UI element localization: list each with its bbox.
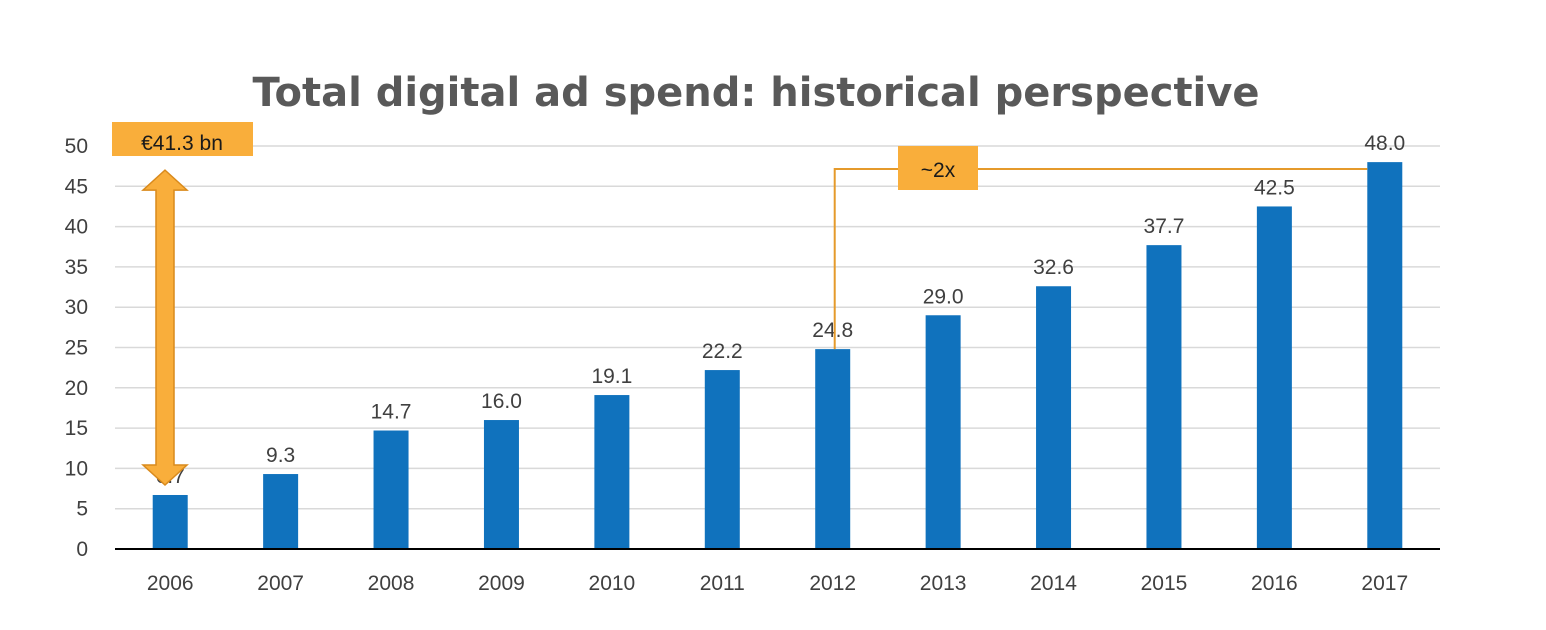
x-tick-label: 2012: [809, 572, 856, 595]
y-tick-label: 15: [65, 417, 88, 440]
chart-title: Total digital ad spend: historical persp…: [253, 70, 1260, 116]
y-tick-label: 40: [65, 216, 88, 239]
x-tick-label: 2017: [1361, 572, 1408, 595]
bar: [594, 395, 630, 549]
x-tick-label: 2010: [589, 572, 636, 595]
annotations: ~2x €41.3 bn: [112, 122, 1368, 487]
bar: [263, 474, 299, 549]
bar: [483, 420, 519, 549]
x-tick-label: 2013: [920, 572, 967, 595]
growth-label: ~2x: [921, 159, 956, 182]
y-tick-label: 25: [65, 337, 88, 360]
x-tick-label: 2006: [147, 572, 194, 595]
difference-label: €41.3 bn: [141, 132, 223, 155]
y-tick-label: 20: [65, 377, 88, 400]
x-tick-label: 2015: [1141, 572, 1188, 595]
data-label: 32.6: [1033, 256, 1074, 279]
bar: [1367, 162, 1403, 549]
data-label: 24.8: [812, 319, 853, 342]
data-label: 14.7: [371, 401, 412, 424]
growth-label-box: [898, 146, 978, 190]
bar: [152, 494, 188, 549]
bar: [373, 430, 409, 549]
double-arrow-icon: [141, 169, 189, 487]
data-label: 9.3: [266, 444, 295, 467]
y-axis-ticks: 0 5 10 15 20 25 30 35 40 45 50: [65, 135, 88, 561]
data-label: 42.5: [1254, 176, 1295, 199]
y-tick-label: 30: [65, 296, 88, 319]
data-labels: 6.79.314.716.019.122.224.829.032.637.742…: [156, 132, 1406, 488]
data-label: 37.7: [1144, 215, 1185, 238]
x-tick-label: 2008: [368, 572, 415, 595]
bar: [815, 349, 851, 549]
y-tick-label: 0: [76, 538, 88, 561]
bar: [1146, 245, 1182, 549]
data-label: 48.0: [1364, 132, 1405, 155]
y-tick-label: 50: [65, 135, 88, 158]
y-tick-label: 35: [65, 256, 88, 279]
data-label: 22.2: [702, 340, 743, 363]
y-tick-label: 5: [76, 498, 88, 521]
x-tick-label: 2009: [478, 572, 525, 595]
x-tick-label: 2007: [257, 572, 304, 595]
y-tick-label: 45: [65, 175, 88, 198]
bar: [925, 315, 961, 549]
y-tick-label: 10: [65, 457, 88, 480]
x-tick-label: 2016: [1251, 572, 1298, 595]
bars: [152, 162, 1403, 549]
bar: [704, 370, 740, 549]
bar: [1256, 206, 1292, 549]
x-tick-label: 2011: [700, 572, 745, 595]
x-tick-label: 2014: [1030, 572, 1077, 595]
bar: [1036, 286, 1072, 549]
data-label: 19.1: [591, 365, 632, 388]
difference-label-box: [112, 122, 253, 156]
growth-bracket-line: [833, 168, 1368, 350]
data-label: 29.0: [923, 285, 964, 308]
gridlines: [115, 145, 1440, 510]
x-axis-ticks: 2006 2007 2008 2009 2010 2011 2012 2013 2014 2015…: [147, 572, 1408, 595]
data-label: 16.0: [481, 390, 522, 413]
